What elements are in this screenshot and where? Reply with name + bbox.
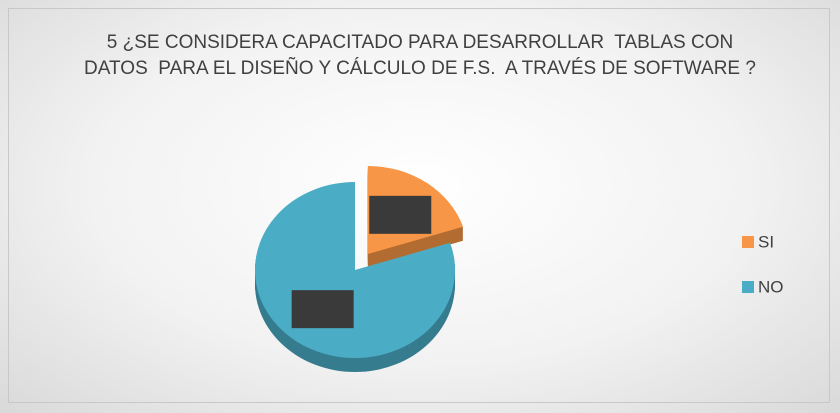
data-label-box [291, 290, 354, 329]
legend-swatch [742, 281, 754, 293]
legend-label: NO [758, 277, 784, 296]
chart-border [8, 8, 830, 403]
legend-swatch [742, 236, 754, 248]
legend-label: SI [758, 232, 774, 251]
chart-title: 5 ¿SE CONSIDERA CAPACITADO PARA DESARROL… [84, 32, 756, 79]
data-label-box [369, 195, 432, 234]
